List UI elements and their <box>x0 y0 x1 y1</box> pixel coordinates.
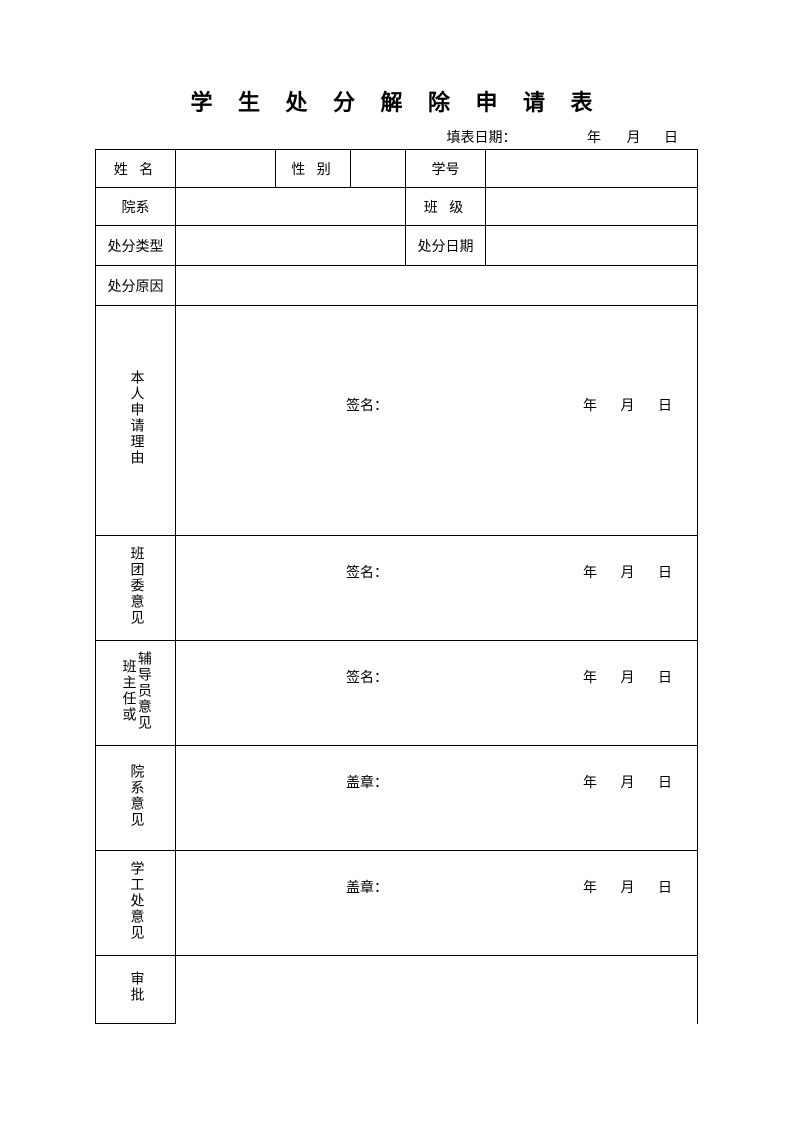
label-approval: 审批 <box>96 956 176 1024</box>
label-class: 班 级 <box>406 188 486 226</box>
month-unit: 月 <box>627 131 641 146</box>
field-gender[interactable] <box>351 150 406 188</box>
stamp-month-2: 月 <box>621 881 635 896</box>
stamp-day-1: 日 <box>658 776 672 791</box>
day-unit: 日 <box>664 131 678 146</box>
label-self-reason: 本人申请理由 <box>96 306 176 536</box>
label-punish-reason: 处分原因 <box>96 266 176 306</box>
row-basic-1: 姓 名 性 别 学号 <box>96 150 698 188</box>
sign-year-3: 年 <box>583 671 597 686</box>
year-unit: 年 <box>587 131 601 146</box>
label-department: 院系 <box>96 188 176 226</box>
stamp-date-1: 年 月 日 <box>563 772 672 792</box>
field-punish-type[interactable] <box>176 226 406 266</box>
label-office-opinion-text: 学工处意见 <box>126 861 146 941</box>
label-name: 姓 名 <box>96 150 176 188</box>
field-name[interactable] <box>176 150 276 188</box>
row-punish-reason: 处分原因 <box>96 266 698 306</box>
row-office-opinion: 学工处意见 盖章： 年 月 日 <box>96 851 698 956</box>
field-punish-date[interactable] <box>486 226 698 266</box>
row-advisor: 辅导员意见 班主任或 签名： 年 月 日 <box>96 641 698 746</box>
application-form: 姓 名 性 别 学号 院系 班 级 处分类型 处分日期 处分原因 本人申请理由 <box>95 149 698 1024</box>
stamp-year-2: 年 <box>583 881 597 896</box>
sign-day-3: 日 <box>658 671 672 686</box>
row-punish-type: 处分类型 处分日期 <box>96 226 698 266</box>
page-container: 学 生 处 分 解 除 申 请 表 填表日期： 年 月 日 姓 名 性 别 学号… <box>0 0 793 1064</box>
sign-month-1: 月 <box>621 399 635 414</box>
sign-date-3: 年 月 日 <box>563 667 672 687</box>
label-approval-text: 审批 <box>126 971 146 1003</box>
label-punish-date: 处分日期 <box>406 226 486 266</box>
label-dept-opinion: 院系意见 <box>96 746 176 851</box>
label-advisor: 辅导员意见 班主任或 <box>96 641 176 746</box>
label-punish-type: 处分类型 <box>96 226 176 266</box>
sign-day-1: 日 <box>658 399 672 414</box>
label-student-id: 学号 <box>406 150 486 188</box>
field-class-committee[interactable]: 签名： 年 月 日 <box>176 536 698 641</box>
stamp-label-1: 盖章： <box>346 772 388 792</box>
field-self-reason[interactable]: 签名： 年 月 日 <box>176 306 698 536</box>
sign-day-2: 日 <box>658 566 672 581</box>
sign-date-2: 年 月 日 <box>563 562 672 582</box>
row-dept-opinion: 院系意见 盖章： 年 月 日 <box>96 746 698 851</box>
label-gender: 性 别 <box>276 150 351 188</box>
stamp-label-2: 盖章： <box>346 877 388 897</box>
label-advisor-text-2: 班主任或 <box>120 651 135 731</box>
sign-month-3: 月 <box>621 671 635 686</box>
label-class-committee-text: 班团委意见 <box>126 546 146 626</box>
field-student-id[interactable] <box>486 150 698 188</box>
field-department[interactable] <box>176 188 406 226</box>
sign-date-1: 年 月 日 <box>563 395 672 415</box>
field-dept-opinion[interactable]: 盖章： 年 月 日 <box>176 746 698 851</box>
sign-year-1: 年 <box>583 399 597 414</box>
stamp-month-1: 月 <box>621 776 635 791</box>
row-approval: 审批 <box>96 956 698 1024</box>
row-self-reason: 本人申请理由 签名： 年 月 日 <box>96 306 698 536</box>
label-dept-opinion-text: 院系意见 <box>126 764 146 828</box>
sign-label-3: 签名： <box>346 667 388 687</box>
label-advisor-text-1: 辅导员意见 <box>136 651 151 731</box>
label-class-committee: 班团委意见 <box>96 536 176 641</box>
field-approval[interactable] <box>176 956 698 1024</box>
field-advisor[interactable]: 签名： 年 月 日 <box>176 641 698 746</box>
label-office-opinion: 学工处意见 <box>96 851 176 956</box>
fill-date-line: 填表日期： 年 月 日 <box>95 127 698 147</box>
sign-year-2: 年 <box>583 566 597 581</box>
sign-label-2: 签名： <box>346 562 388 582</box>
sign-month-2: 月 <box>621 566 635 581</box>
stamp-day-2: 日 <box>658 881 672 896</box>
row-class-committee: 班团委意见 签名： 年 月 日 <box>96 536 698 641</box>
row-basic-2: 院系 班 级 <box>96 188 698 226</box>
form-title: 学 生 处 分 解 除 申 请 表 <box>95 85 698 117</box>
field-class[interactable] <box>486 188 698 226</box>
field-punish-reason[interactable] <box>176 266 698 306</box>
stamp-date-2: 年 月 日 <box>563 877 672 897</box>
sign-label-1: 签名： <box>346 395 388 415</box>
field-office-opinion[interactable]: 盖章： 年 月 日 <box>176 851 698 956</box>
stamp-year-1: 年 <box>583 776 597 791</box>
fill-date-label: 填表日期： <box>447 131 517 146</box>
label-self-reason-text: 本人申请理由 <box>126 370 146 466</box>
